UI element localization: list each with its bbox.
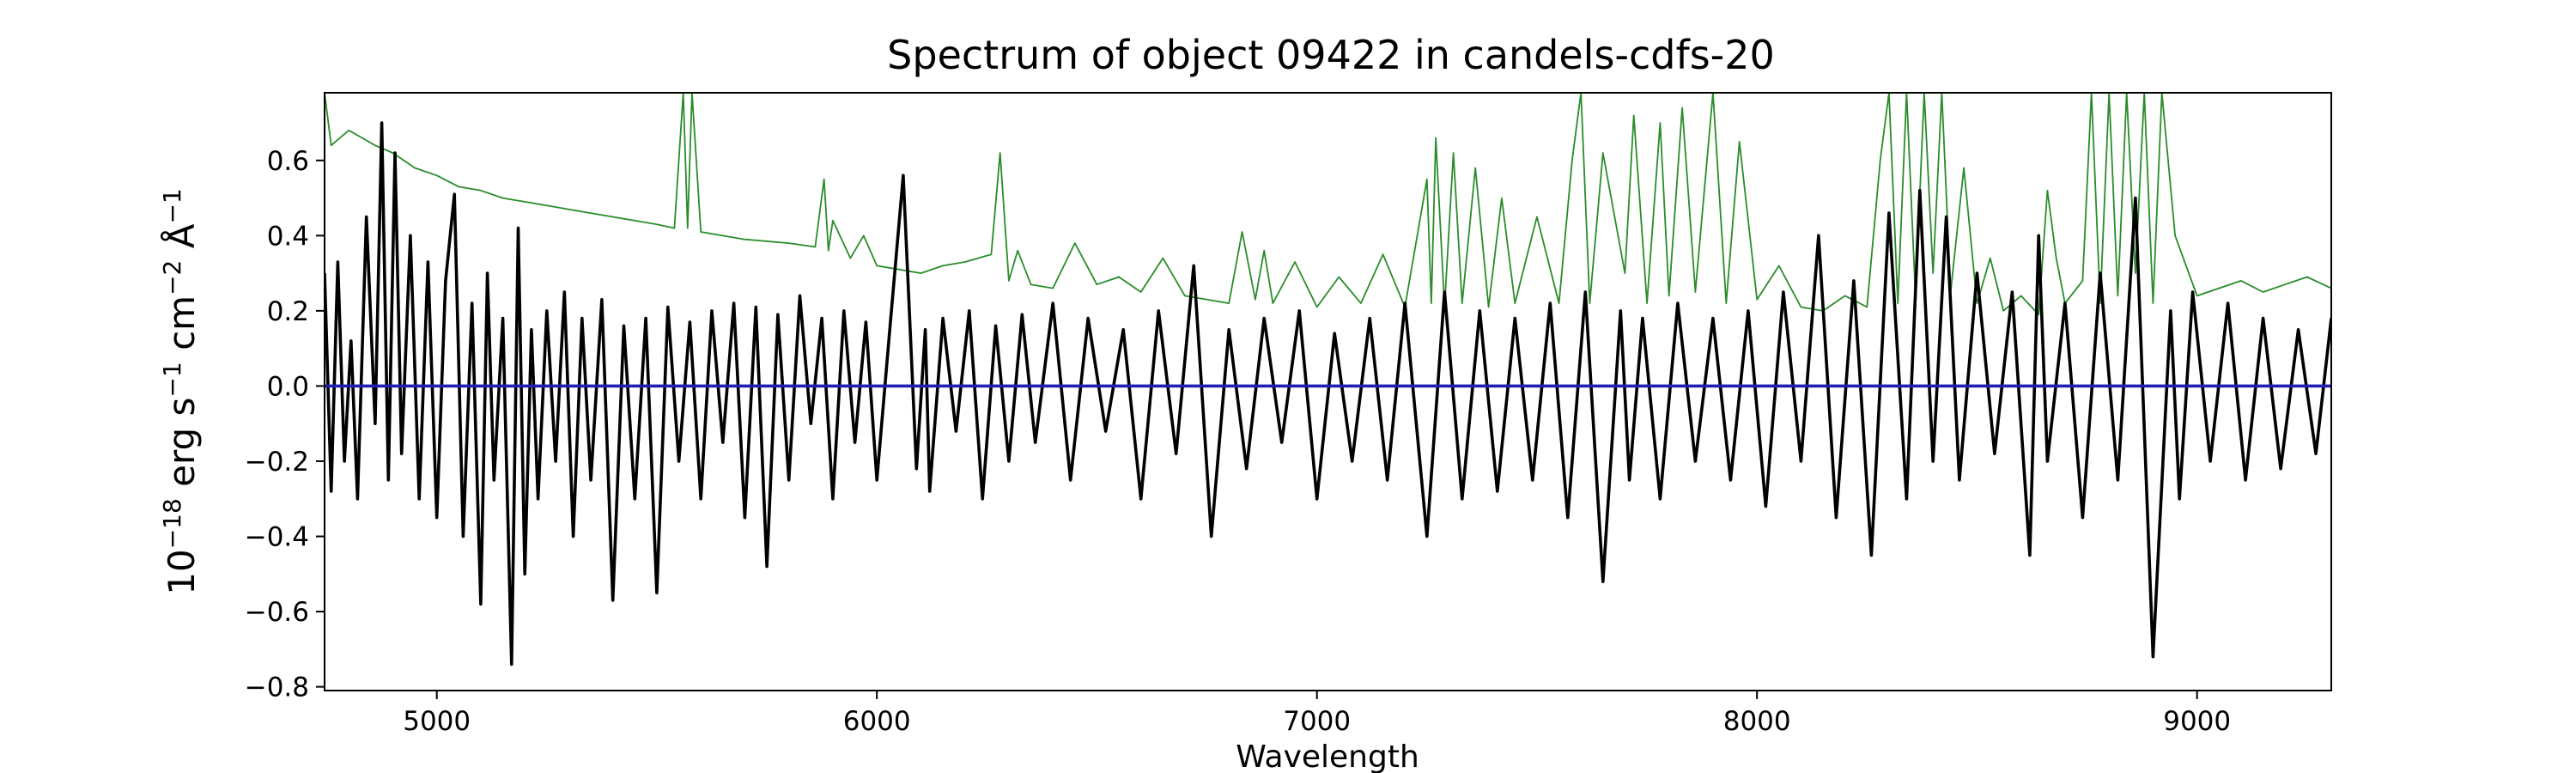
series-line-1 (325, 121, 2331, 666)
x-tick-label: 7000 (1283, 706, 1351, 737)
y-label-unit2: cm (161, 295, 203, 362)
y-axis-label: 10−18 erg s−1 cm−2 Å−1 (158, 188, 204, 594)
plot-frame (324, 92, 2332, 691)
y-label-unit1: erg s (161, 398, 203, 499)
x-axis-label: Wavelength (1236, 740, 1419, 773)
y-tick-label: −0.4 (245, 522, 309, 553)
series-line-0 (325, 93, 2331, 316)
y-tick-label: −0.8 (245, 673, 309, 703)
x-axis-ticks: 5000 6000 7000 8000 9000 (403, 691, 2231, 737)
chart-title: Spectrum of object 09422 in candels-cdfs… (887, 32, 1775, 78)
plot-area (324, 92, 2332, 691)
y-label-exp2: −1 (158, 362, 186, 397)
y-tick-label: −0.6 (245, 597, 309, 628)
y-label-exp4: −1 (158, 188, 186, 223)
y-label-base: 10 (161, 549, 203, 594)
y-tick-label: 0.2 (267, 296, 309, 327)
y-tick-label: −0.2 (245, 447, 309, 478)
x-tick-label: 6000 (843, 706, 911, 737)
y-tick-label: 0.6 (267, 146, 309, 177)
y-tick-label: 0.4 (267, 221, 309, 252)
y-label-exp3: −2 (158, 260, 186, 295)
series-layer (325, 93, 2331, 666)
x-tick-label: 5000 (403, 706, 471, 737)
x-tick-label: 8000 (1723, 706, 1791, 737)
y-label-exp1: −18 (158, 498, 186, 549)
y-axis-ticks: −0.8 −0.6 −0.4 −0.2 0.0 0.2 0.4 0.6 (245, 146, 325, 703)
y-label-unit3: Å (160, 223, 203, 259)
y-tick-label: 0.0 (267, 371, 309, 402)
x-tick-label: 9000 (2163, 706, 2231, 737)
